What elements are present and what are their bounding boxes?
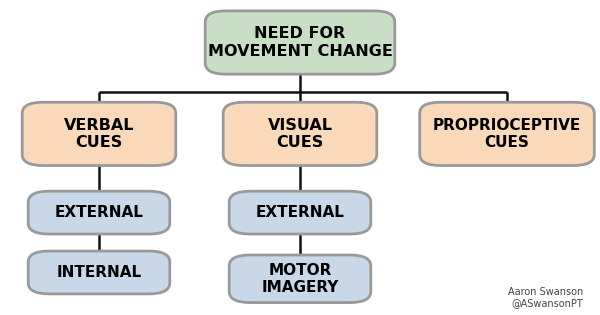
FancyBboxPatch shape (205, 11, 395, 74)
Text: Aaron Swanson
@ASwansonPT: Aaron Swanson @ASwansonPT (508, 287, 583, 308)
FancyBboxPatch shape (28, 191, 170, 234)
FancyBboxPatch shape (420, 102, 595, 166)
Text: EXTERNAL: EXTERNAL (55, 205, 143, 220)
Text: VISUAL
CUES: VISUAL CUES (268, 118, 332, 150)
FancyBboxPatch shape (28, 251, 170, 294)
FancyBboxPatch shape (229, 255, 371, 302)
Text: EXTERNAL: EXTERNAL (256, 205, 344, 220)
FancyBboxPatch shape (22, 102, 176, 166)
FancyBboxPatch shape (223, 102, 377, 166)
Text: MOTOR
IMAGERY: MOTOR IMAGERY (262, 263, 338, 295)
FancyBboxPatch shape (229, 191, 371, 234)
Text: NEED FOR
MOVEMENT CHANGE: NEED FOR MOVEMENT CHANGE (208, 26, 392, 59)
Text: VERBAL
CUES: VERBAL CUES (64, 118, 134, 150)
Text: PROPRIOCEPTIVE
CUES: PROPRIOCEPTIVE CUES (433, 118, 581, 150)
Text: INTERNAL: INTERNAL (56, 265, 142, 280)
